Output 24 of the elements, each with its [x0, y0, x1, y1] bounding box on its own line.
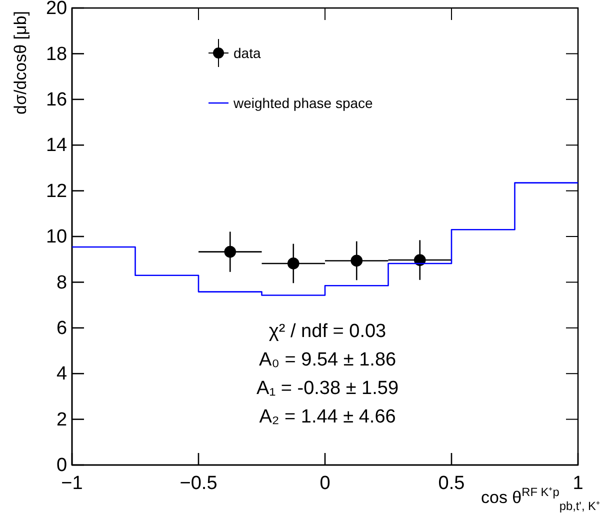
point — [224, 246, 236, 258]
annotation: A₁ = -0.38 ± 1.59 — [256, 378, 399, 400]
y-tick-label: 14 — [46, 135, 68, 156]
y-tick-label: 10 — [46, 226, 68, 248]
x-tick-label: 0.5 — [438, 472, 465, 494]
y-tick-label: 12 — [46, 180, 68, 202]
point — [287, 258, 300, 270]
y-tick-label: 2 — [56, 409, 68, 430]
y-tick-label: 8 — [56, 272, 68, 294]
point — [414, 254, 426, 266]
y-tick-label: 16 — [46, 89, 68, 110]
y-tick-label: 18 — [46, 44, 68, 65]
annotation: A₀ = 9.54 ± 1.86 — [258, 350, 396, 371]
annotation: A₂ = 1.44 ± 4.66 — [259, 406, 396, 428]
y-axis-title: dσ/dcosθ [μb] — [11, 11, 30, 114]
legend-label: data — [234, 45, 261, 61]
y-tick-label: 20 — [46, 0, 68, 20]
y-tick-label: 4 — [56, 364, 68, 385]
point — [350, 254, 363, 267]
x-tick-label: −0.5 — [180, 472, 218, 494]
y-tick-label: 6 — [56, 318, 68, 339]
legend-label: weighted phase space — [232, 95, 374, 111]
annotation: χ² / ndf = 0.03 — [268, 321, 386, 342]
x-tick-label: 0 — [320, 472, 330, 494]
